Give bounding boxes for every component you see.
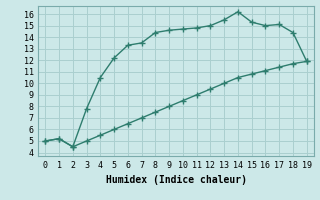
X-axis label: Humidex (Indice chaleur): Humidex (Indice chaleur)	[106, 175, 246, 185]
